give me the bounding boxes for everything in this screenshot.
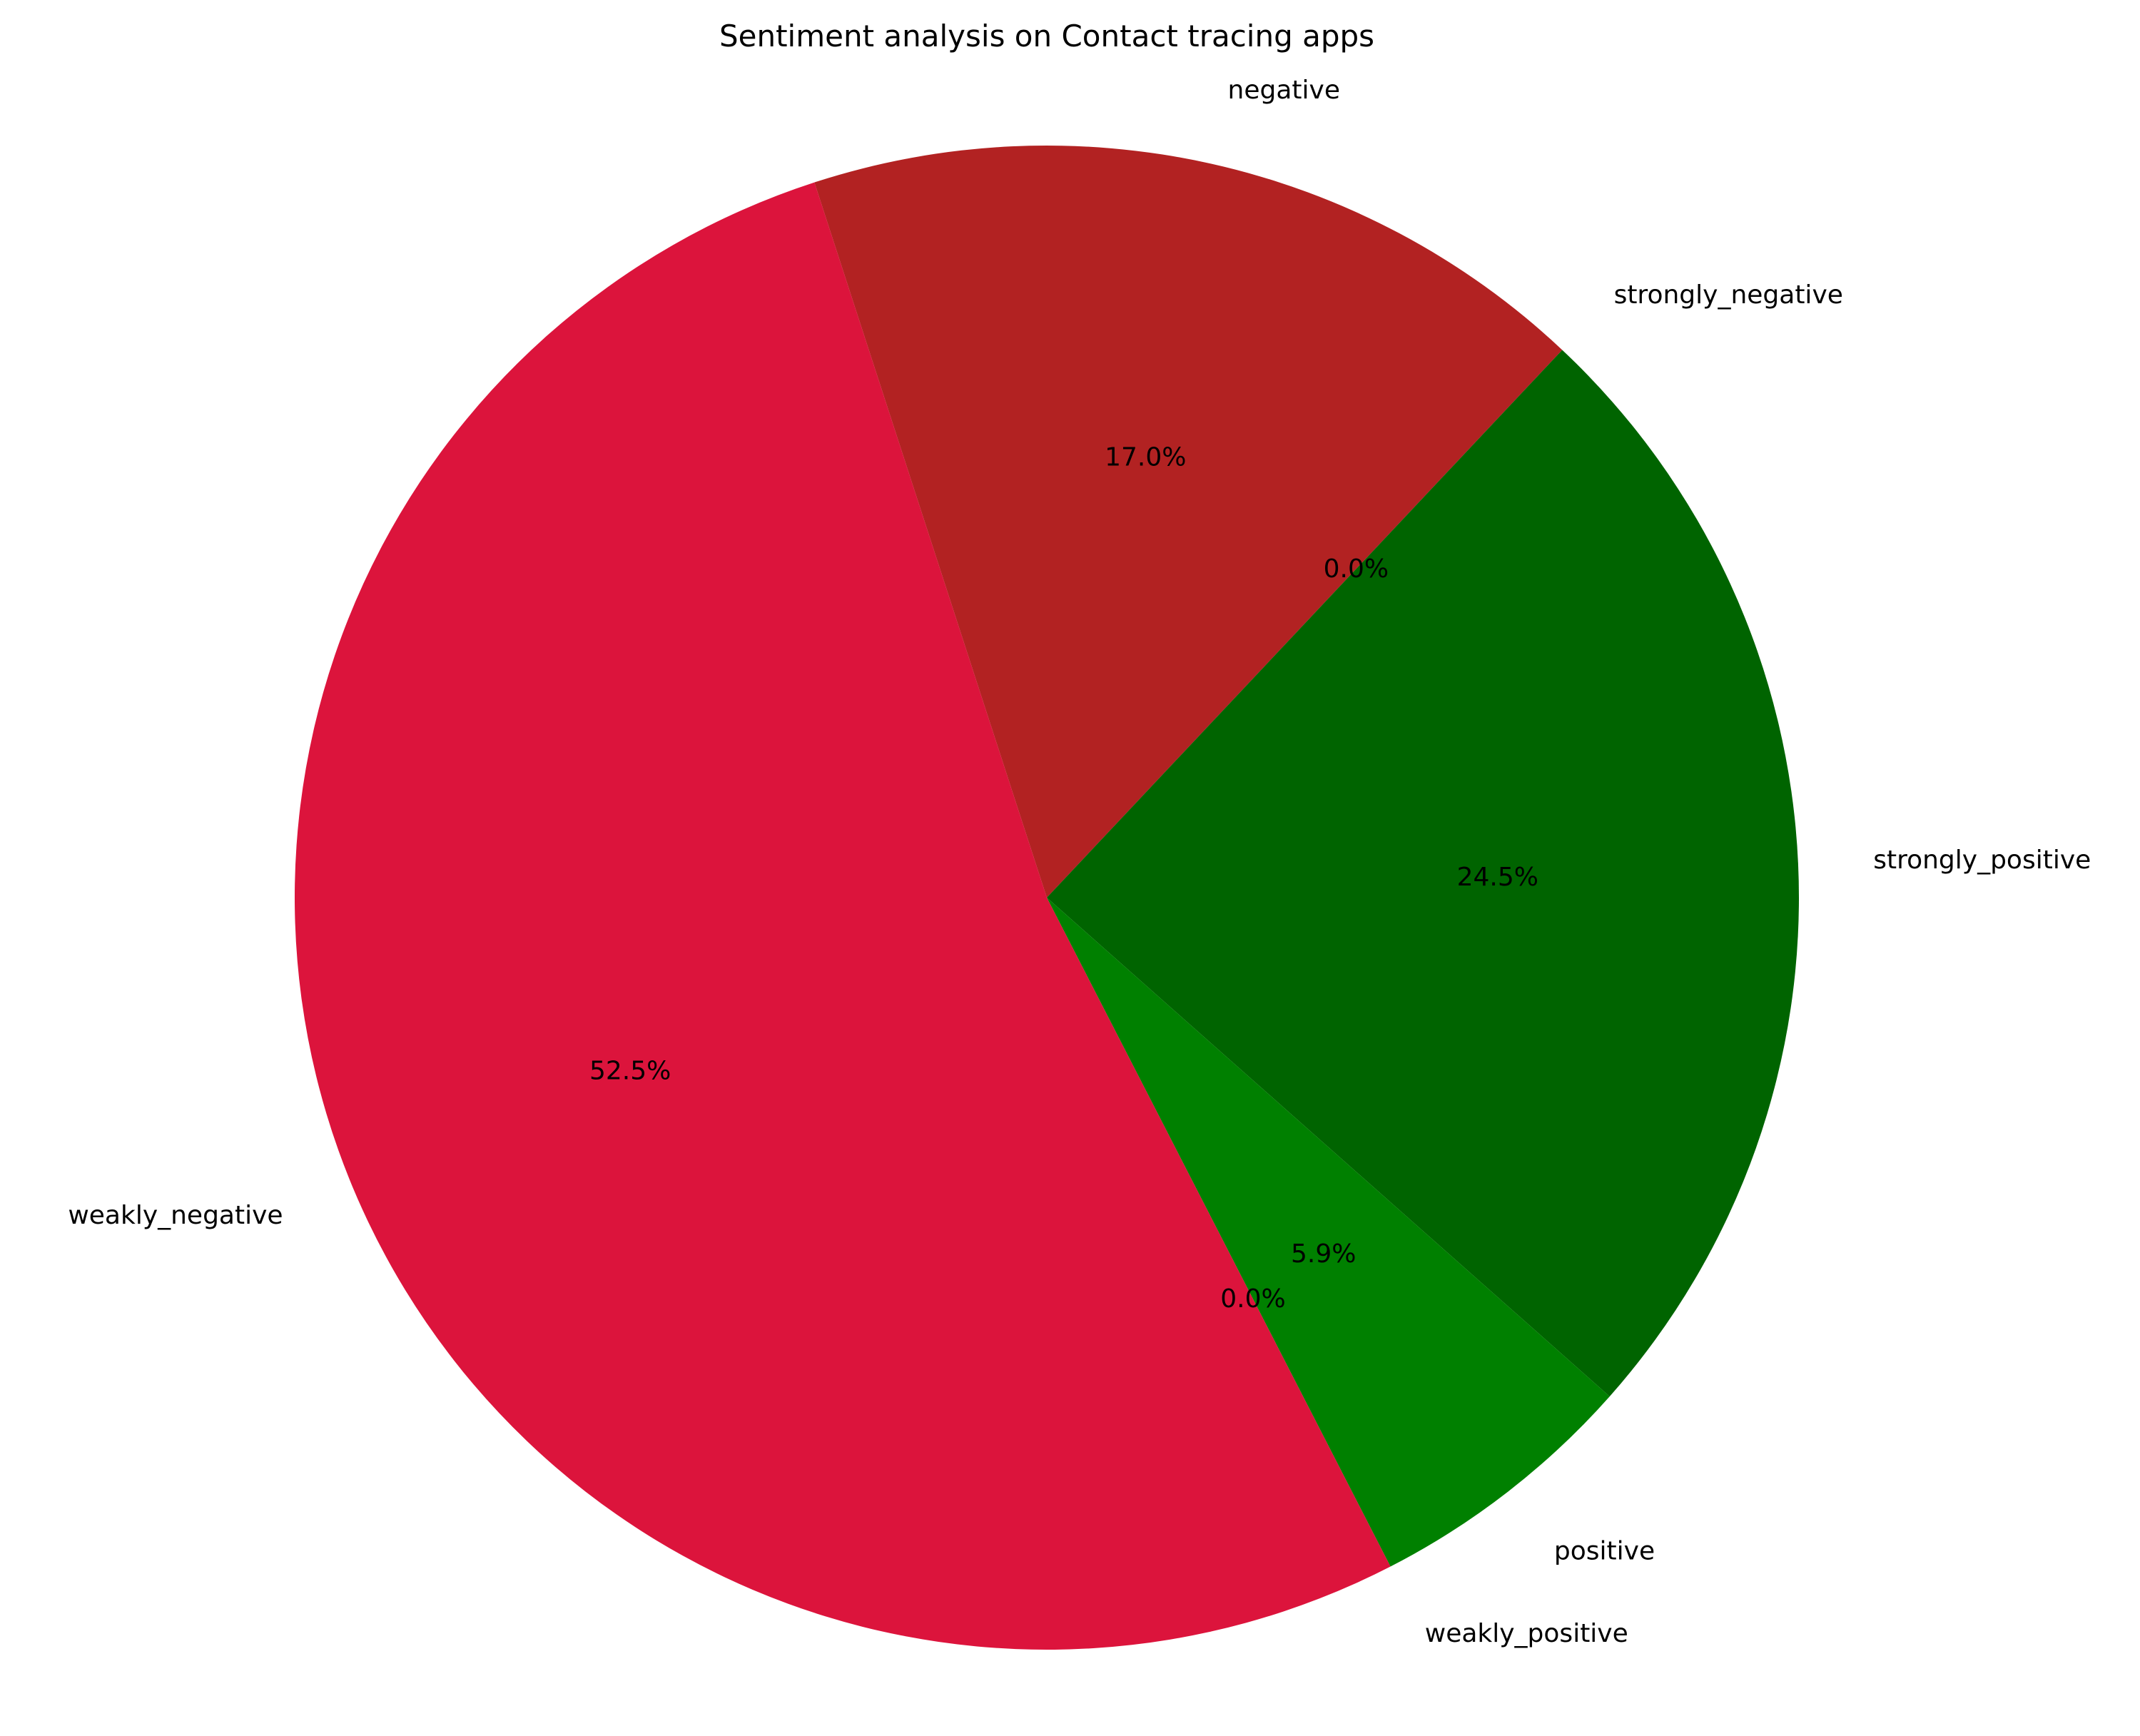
pct-label-positive: 5.9% [1291, 1239, 1356, 1269]
slice-label-positive: positive [1554, 1536, 1655, 1565]
chart-title: Sentiment analysis on Contact tracing ap… [719, 19, 1374, 54]
pct-label-negative: 17.0% [1105, 442, 1186, 472]
slice-weakly-negative [294, 182, 1391, 1650]
slice-label-strongly-positive: strongly_positive [1873, 846, 2091, 875]
slice-label-negative: negative [1228, 76, 1340, 105]
pct-label-strongly-positive: 24.5% [1457, 863, 1538, 892]
slice-label-weakly-positive: weakly_positive [1425, 1619, 1628, 1648]
pct-label-weakly-positive: 0.0% [1220, 1284, 1285, 1314]
pct-label-weakly-negative: 52.5% [589, 1056, 671, 1085]
slice-negative [814, 146, 1563, 898]
slice-label-weakly-negative: weakly_negative [68, 1201, 283, 1230]
slice-positive [1047, 898, 1610, 1567]
slice-label-strongly-negative: strongly_negative [1614, 280, 1843, 310]
slice-strongly-positive [1047, 350, 1799, 1397]
pct-label-strongly-negative: 0.0% [1324, 554, 1389, 584]
pie-labels: negative 17.0% strongly_negative 0.0% strong… [68, 76, 2091, 1648]
pie-slices [294, 146, 1799, 1650]
